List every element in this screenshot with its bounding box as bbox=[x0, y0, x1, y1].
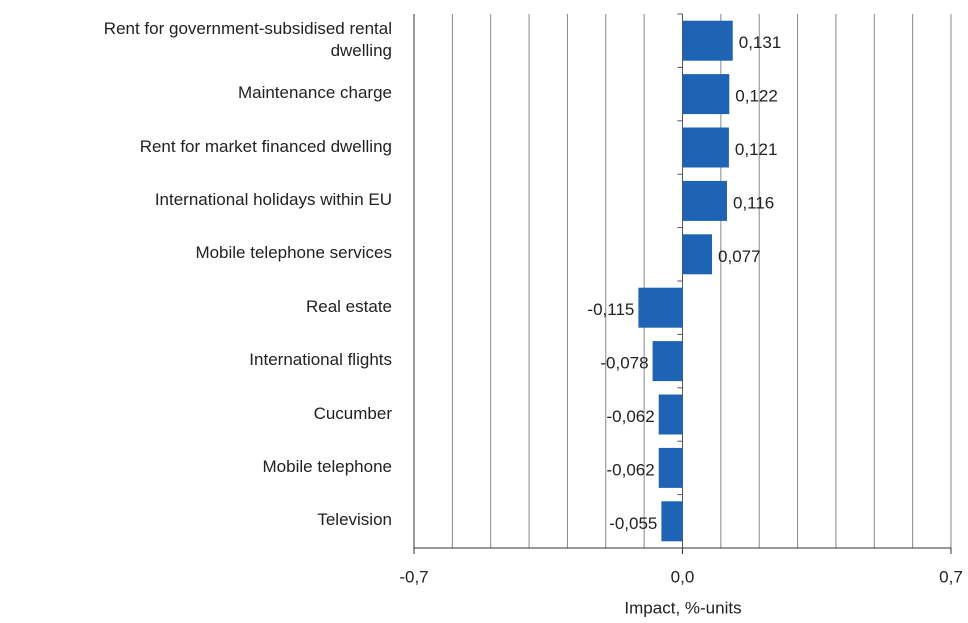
bar bbox=[682, 180, 727, 221]
x-tick-label: 0,0 bbox=[671, 567, 695, 586]
bar bbox=[682, 74, 730, 115]
y-tick-label: International flights bbox=[249, 350, 392, 370]
bar bbox=[652, 341, 683, 382]
y-tick-label: International holidays within EU bbox=[154, 189, 392, 209]
value-label: 0,077 bbox=[718, 247, 761, 266]
x-tick-label: 0,7 bbox=[939, 567, 963, 586]
value-label: 0,116 bbox=[733, 193, 774, 212]
x-tick-label: -0,7 bbox=[399, 567, 428, 586]
value-label: -0,062 bbox=[607, 460, 655, 479]
value-label: 0,131 bbox=[739, 33, 782, 52]
value-label: 0,122 bbox=[735, 87, 778, 106]
y-tick-label: Maintenance charge bbox=[237, 83, 392, 103]
bar bbox=[682, 127, 729, 168]
y-tick-label: Mobile telephone services bbox=[195, 243, 392, 263]
y-tick-label: Television bbox=[317, 510, 392, 530]
y-tick-label: Mobile telephone bbox=[262, 456, 392, 476]
value-label: -0,062 bbox=[607, 407, 655, 426]
value-label: -0,055 bbox=[609, 514, 657, 533]
y-tick-label: Real estate bbox=[306, 296, 392, 316]
bar bbox=[682, 20, 733, 61]
bar bbox=[638, 287, 683, 328]
y-tick-label: Rent for market financed dwelling bbox=[139, 136, 392, 156]
bar bbox=[682, 234, 713, 275]
value-label: -0,078 bbox=[600, 354, 648, 373]
value-label: 0,121 bbox=[735, 140, 778, 159]
value-label: -0,115 bbox=[587, 300, 634, 319]
y-tick-label: Cucumber bbox=[313, 403, 392, 423]
bar bbox=[658, 447, 683, 488]
y-tick-label: Rent for government-subsidised rental dw… bbox=[103, 18, 392, 60]
x-axis-label: Impact, %-units bbox=[624, 598, 741, 617]
bar bbox=[661, 501, 683, 542]
bar bbox=[658, 394, 683, 435]
